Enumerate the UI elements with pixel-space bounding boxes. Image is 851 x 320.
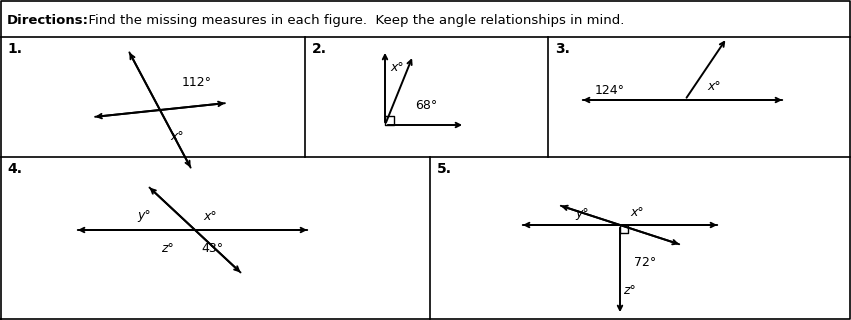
Text: 68°: 68° xyxy=(415,99,437,111)
Text: 2.: 2. xyxy=(312,42,327,56)
Text: z°: z° xyxy=(623,284,636,297)
Text: x°: x° xyxy=(630,206,643,220)
Text: z°: z° xyxy=(161,242,174,254)
Text: Find the missing measures in each figure.  Keep the angle relationships in mind.: Find the missing measures in each figure… xyxy=(80,13,625,27)
Text: x°: x° xyxy=(390,60,403,74)
Text: y°: y° xyxy=(137,210,151,222)
Text: x°: x° xyxy=(170,130,184,142)
Text: 43°: 43° xyxy=(201,242,223,254)
Text: 112°: 112° xyxy=(182,76,212,89)
Text: 124°: 124° xyxy=(595,84,625,97)
Text: 72°: 72° xyxy=(634,257,656,269)
Text: 3.: 3. xyxy=(555,42,570,56)
Text: 4.: 4. xyxy=(7,162,22,176)
Text: y°: y° xyxy=(575,206,589,220)
Text: 1.: 1. xyxy=(7,42,22,56)
Text: Directions:: Directions: xyxy=(7,13,89,27)
Text: 5.: 5. xyxy=(437,162,452,176)
Text: x°: x° xyxy=(203,210,217,222)
Text: x°: x° xyxy=(707,79,721,92)
